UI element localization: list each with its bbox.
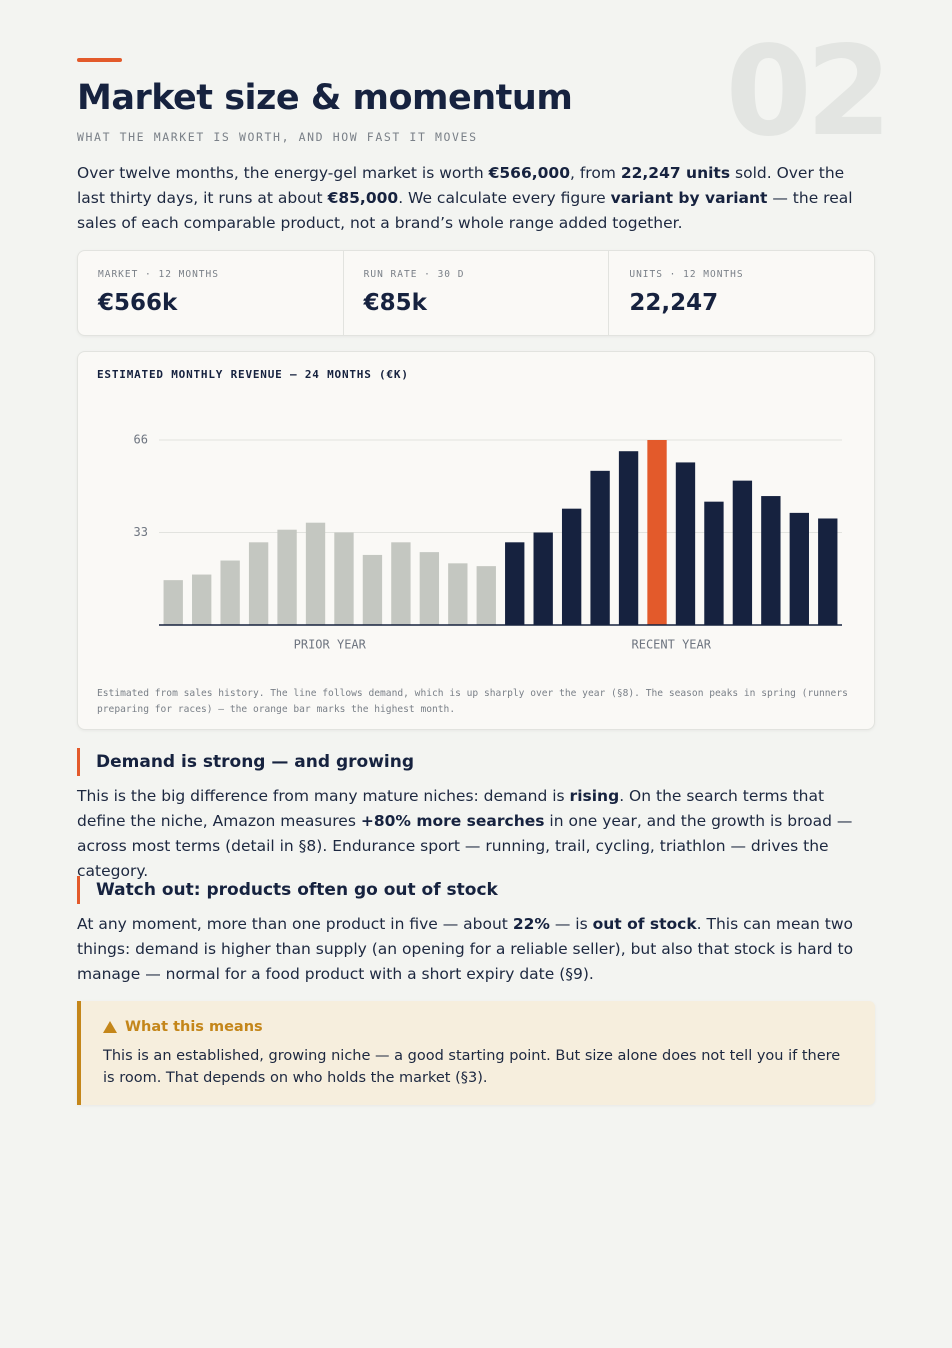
bold-text: €566,000 — [488, 164, 570, 182]
text-run: This is the big difference from many mat… — [77, 787, 570, 805]
bar — [391, 542, 411, 625]
kpi-value: €566k — [98, 290, 178, 316]
bold-text: 22,247 units — [620, 164, 731, 182]
subtitle: WHAT THE MARKET IS WORTH, AND HOW FAST I… — [77, 130, 478, 144]
text-run: in one year, and the growth is broad — a… — [77, 812, 853, 880]
text-run: — the real sales of each comparable prod… — [77, 189, 853, 232]
intro-paragraph: Over twelve months, the energy-gel marke… — [77, 161, 877, 236]
y-tick-label: 33 — [134, 525, 148, 539]
kpi: UNITS · 12 MONTHS 22,247 — [609, 251, 874, 335]
callout-title: What this means — [125, 1019, 263, 1035]
text-run: Over twelve months, the energy-gel marke… — [77, 164, 489, 182]
bold-text: variant by variant — [610, 189, 768, 207]
callout-title-row: What this means — [103, 1019, 853, 1035]
bar — [305, 522, 326, 625]
callout-body: This is an established, growing niche — … — [103, 1048, 841, 1086]
y-tick-label: 66 — [134, 433, 148, 447]
text-run: At any moment, more than one product in … — [77, 915, 513, 933]
bold-text: +80% more searches — [360, 812, 545, 830]
chart-card: 33 66 PRIOR YEAR RECENT YEAR ESTIMATED MONT… — [77, 351, 875, 730]
bar — [533, 532, 553, 625]
section-paragraph: This is the big difference from many mat… — [77, 784, 877, 884]
text-run: , from — [569, 164, 621, 182]
bar — [761, 496, 781, 625]
bar — [590, 470, 610, 625]
chart-note: Estimated from sales history. The line f… — [97, 688, 848, 715]
bar — [505, 542, 525, 625]
page-title: Market size & momentum — [77, 78, 573, 118]
kpi-label: RUN RATE · 30 D — [363, 269, 465, 280]
section-heading: Demand is strong — and growing — [77, 748, 414, 776]
bar — [476, 566, 496, 625]
warning-icon — [103, 1021, 117, 1033]
kpi-value: 22,247 — [629, 290, 719, 316]
bar — [220, 560, 240, 625]
text-run: — is — [549, 915, 593, 933]
section-heading: Watch out: products often go out of stoc… — [77, 876, 498, 904]
bar — [732, 480, 753, 625]
bar — [675, 462, 696, 625]
bar — [448, 563, 468, 625]
chart: 33 66 PRIOR YEAR RECENT YEAR — [134, 433, 842, 652]
bar — [704, 501, 724, 625]
bar — [277, 529, 297, 625]
bar — [248, 542, 269, 625]
bold-text: out of stock — [592, 915, 697, 933]
group-label: RECENT YEAR — [632, 638, 712, 652]
bold-text: €85,000 — [327, 189, 399, 207]
bar — [618, 451, 639, 625]
kpi-label: UNITS · 12 MONTHS — [629, 269, 744, 280]
kpi-value: €85k — [363, 290, 427, 316]
bar — [789, 512, 809, 625]
kpi-label: MARKET · 12 MONTHS — [98, 269, 219, 280]
text-run: sold. Over the last thirty days, it runs… — [77, 164, 845, 207]
chart-title: ESTIMATED MONTHLY REVENUE — 24 MONTHS (€… — [97, 368, 409, 381]
bar — [192, 574, 212, 625]
bar — [647, 440, 667, 625]
section-number: 02 — [725, 20, 892, 164]
bar — [561, 508, 582, 625]
section-paragraph: At any moment, more than one product in … — [77, 912, 877, 987]
bar — [419, 552, 440, 625]
bold-text: rising — [569, 787, 620, 805]
bar — [334, 532, 354, 625]
bar — [818, 518, 838, 625]
kpi: RUN RATE · 30 D €85k — [344, 251, 610, 335]
group-label: PRIOR YEAR — [294, 638, 367, 652]
text-run: . On the search terms that define the ni… — [77, 787, 825, 830]
kpi: MARKET · 12 MONTHS €566k — [78, 251, 344, 335]
callout: What this means This is an established, … — [77, 1001, 875, 1105]
bar — [163, 580, 183, 625]
bar — [362, 554, 383, 625]
bold-text: 22% — [512, 915, 550, 933]
text-run: . We calculate every figure — [398, 189, 611, 207]
kpi-row: MARKET · 12 MONTHS €566k RUN RATE · 30 D €8… — [77, 250, 875, 336]
text-run: . This can mean two things: demand is hi… — [77, 915, 854, 983]
accent-bar — [77, 58, 122, 62]
